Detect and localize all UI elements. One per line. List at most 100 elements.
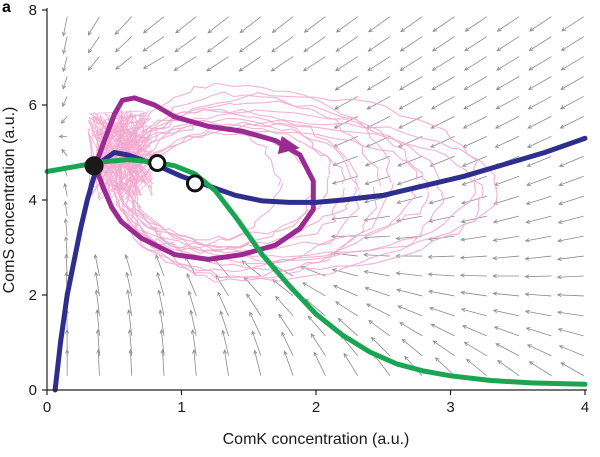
- vector-arrow: [213, 258, 229, 277]
- vector-arrow: [527, 155, 552, 167]
- vector-arrow: [207, 36, 229, 53]
- vector-arrowhead: [558, 201, 563, 206]
- vector-arrowhead: [492, 291, 498, 296]
- vector-arrow: [311, 333, 326, 357]
- vector-arrowhead: [87, 48, 93, 54]
- vector-arrowhead: [364, 162, 370, 167]
- vector-arrow: [281, 332, 294, 356]
- vector-arrowhead: [283, 350, 288, 356]
- vector-arrow: [220, 311, 229, 336]
- vector-arrowhead: [558, 163, 564, 167]
- vector-arrow: [333, 155, 358, 166]
- vector-arrowhead: [460, 219, 466, 224]
- vector-arrowhead: [370, 336, 376, 342]
- vector-arrowhead: [495, 105, 501, 110]
- vector-arrow: [368, 16, 391, 33]
- vector-arrowhead: [206, 48, 212, 53]
- vector-arrowhead: [363, 269, 369, 275]
- vector-arrowhead: [271, 48, 276, 53]
- vector-arrow: [127, 290, 133, 316]
- vector-arrowhead: [428, 289, 433, 294]
- vector-arrowhead: [87, 30, 92, 36]
- vector-arrowhead: [459, 255, 465, 260]
- vector-arrow: [278, 313, 294, 337]
- vector-arrowhead: [62, 102, 66, 108]
- unstable-fixed-point: [148, 153, 167, 172]
- vector-arrow: [190, 310, 197, 336]
- vector-arrow: [435, 357, 455, 377]
- vector-arrow: [222, 330, 229, 356]
- vector-arrowhead: [558, 345, 564, 350]
- vector-arrow: [129, 329, 133, 356]
- vector-arrowhead: [334, 105, 339, 110]
- vector-arrow: [157, 272, 165, 297]
- vector-arrow: [251, 331, 262, 356]
- vector-arrowhead: [142, 64, 148, 69]
- vector-arrow: [368, 320, 391, 337]
- vector-arrowhead: [526, 344, 532, 349]
- vector-arrowhead: [464, 27, 470, 32]
- vector-arrow: [143, 56, 165, 69]
- vector-arrowhead: [560, 46, 566, 51]
- vector-arrowhead: [365, 303, 371, 308]
- vector-arrowhead: [156, 271, 161, 277]
- vector-arrow: [159, 310, 165, 336]
- vector-arrowhead: [62, 49, 67, 55]
- vector-arrowhead: [492, 237, 498, 242]
- vector-arrowhead: [528, 27, 534, 32]
- vector-arrow: [363, 235, 390, 239]
- vector-arrowhead: [430, 143, 435, 148]
- vector-arrowhead: [222, 349, 228, 355]
- vector-arrow: [462, 325, 487, 337]
- vector-arrowhead: [560, 85, 566, 90]
- vector-arrowhead: [524, 309, 530, 314]
- vector-arrowhead: [526, 182, 531, 186]
- vector-arrow: [363, 254, 390, 257]
- vector-arrowhead: [496, 66, 501, 71]
- vector-arrow: [398, 135, 423, 148]
- vector-arrowhead: [524, 238, 530, 243]
- vector-arrowhead: [497, 360, 503, 365]
- y-axis-label: ComS concentration (a.u.): [1, 107, 18, 294]
- vector-arrowhead: [398, 105, 404, 110]
- trajectory-arrowhead: [277, 136, 300, 155]
- vector-arrowhead: [395, 271, 401, 276]
- vector-arrowhead: [557, 219, 563, 224]
- vector-arrow: [174, 56, 197, 71]
- vector-arrow: [95, 290, 100, 316]
- vector-arrowhead: [307, 315, 313, 321]
- vector-arrow: [365, 287, 391, 297]
- vector-arrow: [217, 292, 229, 317]
- vector-arrowhead: [525, 200, 531, 205]
- vector-arrow: [371, 337, 391, 357]
- vector-arrow: [557, 311, 584, 317]
- vector-arrow: [557, 275, 584, 278]
- vector-arrowhead: [464, 47, 470, 52]
- vector-arrow: [188, 291, 197, 317]
- vector-arrowhead: [560, 66, 566, 71]
- vector-arrow: [461, 195, 487, 204]
- vector-arrowhead: [142, 47, 148, 52]
- vector-arrow: [302, 282, 326, 297]
- vector-arrowhead: [246, 293, 251, 299]
- vector-arrow: [271, 36, 294, 53]
- vector-arrowhead: [125, 271, 130, 277]
- vector-arrow: [527, 116, 552, 129]
- vector-arrow: [174, 36, 197, 53]
- vector-arrow: [561, 36, 584, 51]
- vector-arrow: [558, 215, 584, 224]
- vector-arrow: [464, 56, 488, 71]
- vector-arrowhead: [525, 219, 531, 224]
- vector-arrow: [399, 96, 423, 110]
- vector-arrow: [397, 175, 423, 185]
- vector-arrow: [432, 340, 455, 357]
- vector-arrowhead: [430, 323, 436, 328]
- vector-arrow: [272, 16, 294, 33]
- vector-arrow: [284, 351, 294, 376]
- vector-arrowhead: [557, 310, 562, 315]
- vector-arrow: [125, 254, 133, 277]
- vector-arrowhead: [330, 234, 336, 239]
- vector-arrowhead: [239, 28, 245, 34]
- vector-arrowhead: [462, 124, 468, 129]
- vector-arrow: [397, 195, 423, 204]
